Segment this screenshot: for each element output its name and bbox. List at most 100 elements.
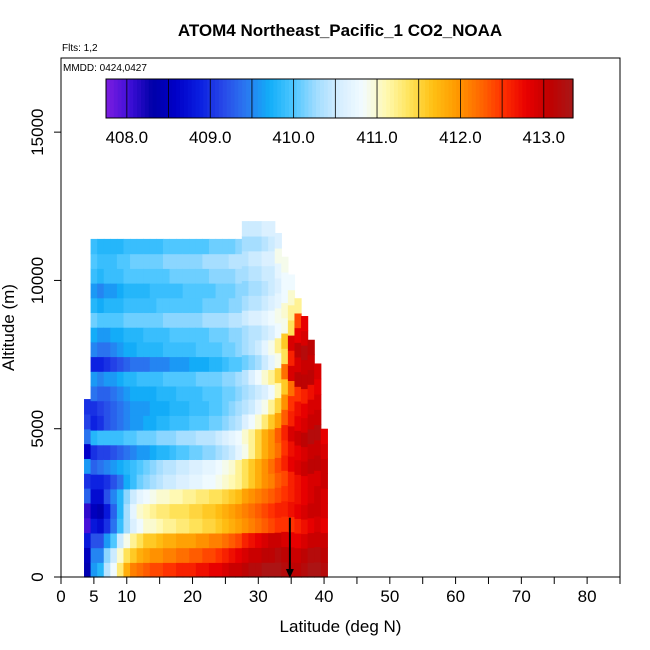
heat-cell bbox=[182, 488, 190, 505]
heat-cell bbox=[215, 268, 223, 284]
heat-cell bbox=[202, 297, 210, 314]
heat-cell bbox=[287, 289, 296, 306]
heat-cell bbox=[176, 459, 184, 475]
heat-cell bbox=[228, 474, 236, 490]
heat-cell bbox=[182, 562, 190, 578]
heat-cell bbox=[235, 415, 243, 431]
heat-cell bbox=[110, 474, 118, 490]
heat-cell bbox=[156, 547, 164, 563]
heat-cell bbox=[320, 532, 328, 548]
heat-cell bbox=[123, 341, 131, 358]
heat-cell bbox=[228, 518, 236, 534]
colorbar-swatch bbox=[222, 79, 228, 118]
heat-cell bbox=[208, 547, 217, 563]
heat-cell bbox=[84, 458, 92, 474]
heat-cell bbox=[228, 283, 236, 299]
colorbar-swatch bbox=[479, 79, 485, 118]
heat-cell bbox=[235, 356, 243, 372]
colorbar-swatch bbox=[269, 79, 274, 118]
heat-cell bbox=[110, 562, 118, 578]
heat-cell bbox=[287, 335, 296, 351]
heat-cell bbox=[110, 444, 118, 460]
colorbar-tick-label: 412.0 bbox=[439, 128, 482, 147]
heat-cell bbox=[294, 518, 302, 534]
heat-cell bbox=[307, 488, 315, 504]
y-tick-label: 0 bbox=[28, 572, 47, 581]
heat-cell bbox=[255, 235, 263, 252]
heat-cell bbox=[195, 474, 203, 490]
heat-cell bbox=[294, 371, 302, 387]
heat-cell bbox=[287, 501, 296, 518]
heat-cell bbox=[162, 474, 171, 490]
heat-cell bbox=[287, 440, 296, 457]
chart-title: ATOM4 Northeast_Pacific_1 CO2_NOAA bbox=[178, 21, 502, 40]
heat-cell bbox=[202, 562, 210, 578]
heat-cell bbox=[281, 409, 289, 426]
heat-cell bbox=[156, 488, 164, 505]
heat-cell bbox=[241, 458, 250, 474]
heat-cell bbox=[176, 488, 184, 505]
heat-cell bbox=[281, 302, 289, 319]
colorbar-swatch bbox=[168, 79, 173, 118]
heat-cell bbox=[208, 312, 217, 328]
heat-cell bbox=[169, 400, 177, 416]
heat-cell bbox=[261, 235, 269, 252]
heat-cell bbox=[130, 518, 138, 534]
heat-cell bbox=[110, 371, 118, 387]
heat-cell bbox=[255, 532, 263, 548]
colorbar-swatch bbox=[148, 79, 154, 118]
heat-cell bbox=[116, 385, 125, 402]
heat-cell bbox=[97, 488, 105, 505]
heat-cell bbox=[149, 297, 157, 314]
heat-cell bbox=[294, 415, 302, 431]
heat-cell bbox=[222, 444, 230, 460]
heat-cell bbox=[84, 473, 92, 489]
heat-cell bbox=[169, 562, 177, 578]
heat-cell bbox=[162, 415, 171, 431]
colorbar-swatch bbox=[386, 79, 391, 118]
heat-cell bbox=[255, 324, 263, 341]
heat-cell bbox=[202, 547, 210, 563]
heat-cell bbox=[287, 546, 296, 563]
heat-cell bbox=[123, 444, 131, 460]
heat-cell bbox=[248, 310, 256, 326]
colorbar-swatch bbox=[234, 79, 239, 118]
heat-cell bbox=[149, 547, 157, 563]
heat-cell bbox=[281, 256, 289, 273]
heat-cell bbox=[294, 327, 302, 343]
heat-cell bbox=[281, 317, 289, 334]
heat-cell bbox=[261, 562, 269, 578]
heat-cell bbox=[143, 532, 151, 549]
heat-cell bbox=[149, 385, 157, 402]
heat-cell bbox=[176, 385, 184, 402]
colorbar-swatch bbox=[320, 79, 325, 118]
heat-cell bbox=[202, 532, 210, 549]
heat-cell bbox=[97, 253, 105, 269]
heat-cell bbox=[103, 503, 111, 519]
heat-cell bbox=[215, 415, 223, 431]
heat-cell bbox=[228, 415, 236, 431]
heat-cell bbox=[268, 488, 276, 504]
heat-cell bbox=[136, 474, 144, 490]
heat-cell bbox=[307, 428, 315, 445]
heat-cell bbox=[208, 503, 217, 519]
heat-cell bbox=[90, 474, 98, 490]
colorbar-tick-label: 409.0 bbox=[189, 128, 232, 147]
heat-cell bbox=[182, 503, 190, 519]
heat-cell bbox=[215, 297, 223, 314]
heat-cell bbox=[268, 280, 276, 296]
heat-cell bbox=[195, 562, 203, 578]
heat-cell bbox=[261, 280, 269, 296]
colorbar-swatch bbox=[362, 79, 368, 118]
colorbar-swatch bbox=[199, 79, 204, 118]
heat-cell bbox=[162, 312, 171, 328]
heat-cell bbox=[248, 473, 256, 489]
heat-cell bbox=[110, 547, 118, 563]
heat-cell bbox=[222, 341, 230, 358]
heat-cell bbox=[84, 399, 92, 415]
heat-cell bbox=[208, 297, 217, 314]
heat-cell bbox=[103, 327, 111, 343]
heat-cell bbox=[294, 459, 302, 475]
heat-cell bbox=[116, 518, 125, 534]
